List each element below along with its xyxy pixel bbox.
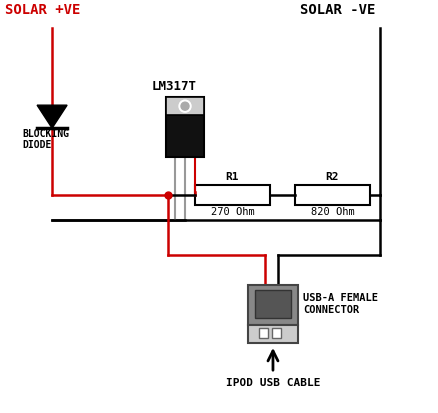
Circle shape: [179, 100, 191, 112]
Bar: [294, 185, 369, 205]
Text: SOLAR +VE: SOLAR +VE: [5, 3, 80, 17]
Text: 270 Ohm: 270 Ohm: [210, 207, 254, 217]
Text: BLOCKING
DIODE: BLOCKING DIODE: [22, 128, 69, 150]
Bar: [258, 328, 267, 338]
Text: R1: R1: [225, 172, 239, 182]
Text: R2: R2: [325, 172, 339, 182]
Bar: [166, 97, 204, 115]
Text: IPOD USB CABLE: IPOD USB CABLE: [225, 378, 319, 388]
Circle shape: [180, 102, 189, 110]
Bar: [272, 328, 280, 338]
Bar: [254, 290, 290, 318]
Bar: [247, 325, 297, 343]
Text: SOLAR -VE: SOLAR -VE: [299, 3, 374, 17]
Polygon shape: [37, 105, 67, 128]
Bar: [166, 97, 204, 157]
Text: 820 Ohm: 820 Ohm: [310, 207, 353, 217]
Bar: [194, 185, 269, 205]
Text: LM317T: LM317T: [152, 80, 197, 93]
Bar: [247, 285, 297, 325]
Text: USB-A FEMALE
CONNECTOR: USB-A FEMALE CONNECTOR: [302, 293, 377, 315]
